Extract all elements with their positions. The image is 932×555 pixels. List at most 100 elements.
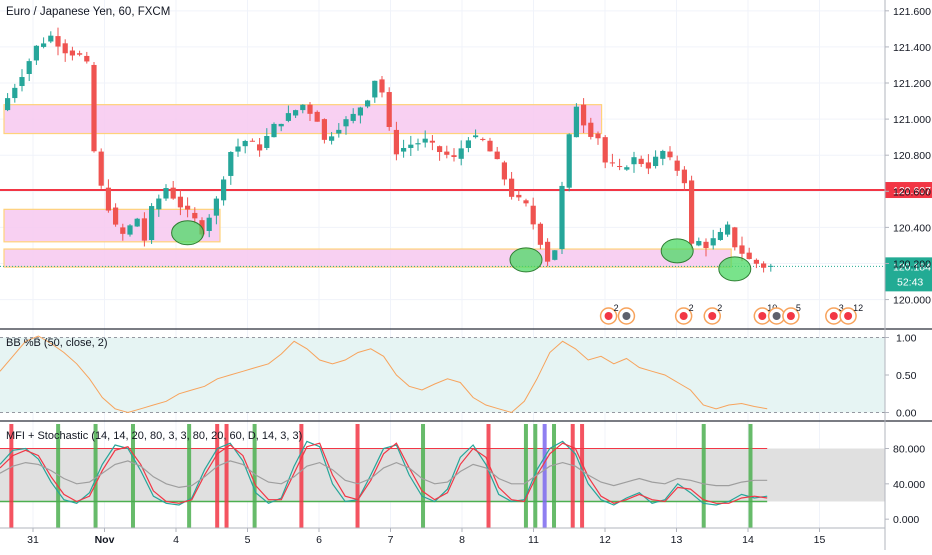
event-marker-dot (786, 312, 795, 320)
ytick-label: 120.400 (893, 222, 931, 234)
signal-bar (570, 424, 575, 528)
xtick-label: 11 (528, 534, 539, 546)
candle-body (170, 187, 176, 199)
candle-body (300, 104, 306, 111)
candle-body (329, 136, 335, 141)
candle-body (487, 140, 493, 152)
candle-body (55, 36, 61, 47)
candle-body (249, 140, 255, 142)
ytick-label: 0.000 (893, 514, 919, 526)
candle-body (725, 224, 731, 235)
horizontal-lines: 120.607 120.184 52:43 (0, 182, 932, 292)
candle-body (134, 218, 140, 227)
xtick-label: 15 (814, 534, 826, 546)
candle-body (235, 146, 241, 152)
candle-body (739, 245, 745, 254)
candle-body (667, 151, 673, 158)
candles (5, 27, 774, 273)
candle-body (271, 123, 277, 138)
candle-body (501, 162, 507, 180)
candle-body (638, 158, 644, 165)
candle-body (552, 250, 558, 260)
candle-body (336, 129, 342, 134)
candle-body (768, 265, 774, 267)
candle-body (717, 231, 723, 241)
highlight-circle (718, 256, 752, 282)
chart-title: Euro / Japanese Yen, 60, FXCM (6, 6, 170, 18)
candle-body (48, 35, 54, 42)
candle-body (545, 241, 551, 262)
candle-body (408, 144, 414, 148)
candle-body (19, 77, 25, 87)
event-marker-count: 2 (614, 303, 619, 313)
candle-body (465, 140, 471, 148)
candle-body (753, 259, 759, 264)
candle-body (617, 166, 623, 168)
candle-body (264, 135, 270, 148)
candle-body (429, 140, 435, 143)
signal-bar (187, 424, 192, 528)
bb-series-line (0, 335, 768, 414)
candle-body (523, 200, 529, 204)
signal-bar (9, 424, 14, 528)
candle-body (321, 119, 327, 140)
labels: Euro / Japanese Yen, 60, FXCM (6, 6, 170, 18)
candle-body (696, 241, 702, 246)
candle-body (681, 169, 687, 184)
event-marker-dot (758, 312, 767, 320)
candle-body (206, 217, 212, 231)
signal-bar (130, 424, 135, 528)
candle-body (113, 207, 119, 225)
ytick-label: 0.50 (896, 370, 917, 382)
xtick-label: Nov (95, 534, 115, 546)
event-marker-dot (679, 312, 688, 320)
signal-bar (93, 424, 98, 528)
candle-body (5, 98, 11, 111)
event-marker-count: 2 (689, 303, 694, 313)
candle-body (257, 144, 263, 151)
candle-body (285, 113, 291, 121)
mfi-series-line (0, 440, 768, 506)
candle-body (566, 134, 572, 188)
candle-body (480, 138, 486, 140)
xtick-label: 14 (742, 534, 754, 546)
ytick-label: 1.00 (896, 333, 917, 345)
candle-body (127, 225, 133, 235)
highlight-circle (509, 247, 543, 273)
candle-body (581, 104, 587, 126)
candle-body (401, 147, 407, 152)
xtick-label: 13 (671, 534, 683, 546)
candle-body (653, 156, 659, 167)
candle-body (343, 119, 349, 127)
xtick-label: 7 (388, 534, 394, 546)
candle-body (91, 64, 97, 152)
candle-body (77, 53, 83, 55)
highlight-circle (660, 238, 694, 264)
candle-body (120, 227, 126, 234)
xtick-label: 31 (27, 534, 39, 546)
mfi-series-line (0, 442, 768, 504)
ytick-label: 120.000 (893, 295, 931, 307)
ytick-label: 0.00 (896, 408, 917, 420)
countdown-label: 52:43 (897, 276, 923, 288)
candle-body (33, 45, 39, 61)
signal-bar (748, 424, 753, 528)
signal-bar (552, 424, 557, 528)
candle-body (609, 162, 615, 164)
candle-body (26, 61, 32, 74)
ytick-label: 121.400 (893, 42, 931, 54)
candle-body (437, 146, 443, 153)
candle-body (422, 138, 428, 143)
candle-body (761, 263, 767, 268)
signal-bar (701, 424, 706, 528)
candle-body (588, 122, 594, 137)
signal-bar (542, 424, 547, 528)
signal-bar (252, 424, 257, 528)
event-marker-count: 5 (796, 303, 801, 313)
candle-body (149, 206, 155, 241)
ytick-label: 121.600 (893, 6, 931, 18)
candle-body (242, 140, 248, 147)
event-marker-count: 2 (717, 303, 722, 313)
ytick-label: 120.800 (893, 150, 931, 162)
